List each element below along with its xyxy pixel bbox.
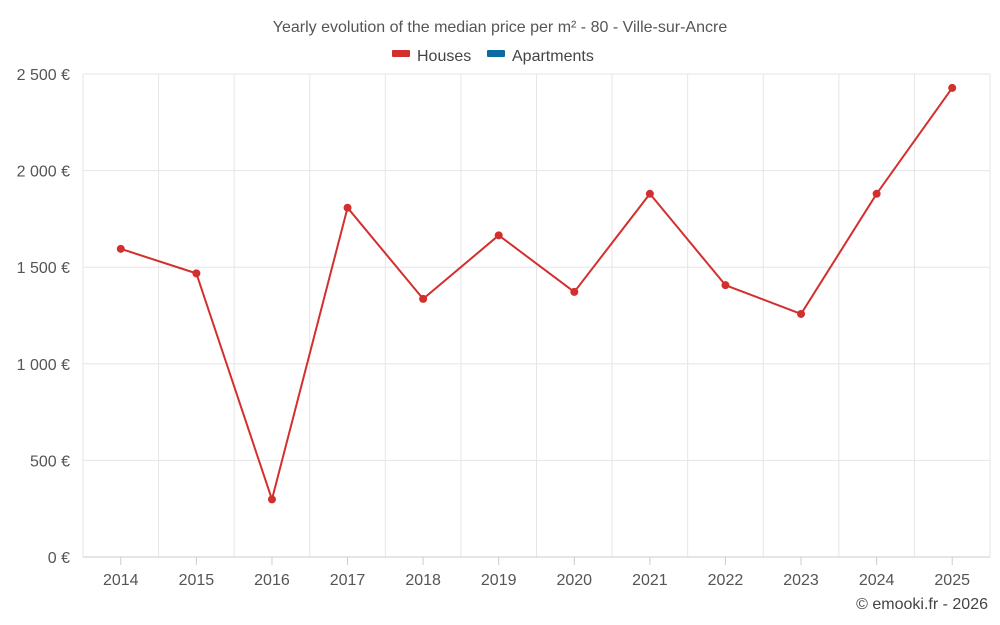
legend-swatch-houses — [392, 50, 410, 57]
y-tick-label: 1 000 € — [17, 357, 70, 374]
series — [116, 83, 957, 504]
data-point-houses-2014[interactable] — [116, 244, 125, 253]
data-point-houses-2020[interactable] — [570, 287, 579, 296]
x-tick-label: 2022 — [708, 572, 744, 589]
legend-item-apartments[interactable]: Apartments — [487, 48, 594, 65]
grid — [82, 73, 991, 557]
x-axis-ticks: 2014 2015 2016 2017 2018 2019 2020 2021 2022 2023… — [103, 557, 970, 589]
x-tick-label: 2017 — [330, 572, 366, 589]
y-tick-label: 0 € — [48, 550, 70, 567]
y-tick-label: 2 000 € — [17, 164, 70, 181]
x-tick-label: 2023 — [783, 572, 819, 589]
series-line-houses — [120, 87, 954, 501]
x-tick-label: 2024 — [859, 572, 895, 589]
y-axis-ticks: 0 € 500 € 1 000 € 1 500 € 2 000 € 2 500 € — [17, 67, 70, 567]
y-tick-label: 1 500 € — [17, 260, 70, 277]
x-tick-label: 2021 — [632, 572, 668, 589]
data-point-houses-2022[interactable] — [721, 281, 730, 290]
legend-label-houses: Houses — [417, 48, 471, 65]
x-tick-label: 2018 — [405, 572, 441, 589]
data-point-houses-2025[interactable] — [948, 83, 957, 92]
y-tick-label: 2 500 € — [17, 67, 70, 84]
data-point-houses-2018[interactable] — [419, 294, 428, 303]
legend: Houses Apartments — [392, 48, 594, 65]
chart-title: Yearly evolution of the median price per… — [273, 19, 728, 36]
data-point-houses-2017[interactable] — [343, 203, 352, 212]
x-tick-label: 2025 — [934, 572, 970, 589]
data-point-houses-2019[interactable] — [494, 231, 503, 240]
legend-swatch-apartments — [487, 50, 505, 57]
x-tick-label: 2014 — [103, 572, 139, 589]
data-point-houses-2024[interactable] — [872, 189, 881, 198]
x-tick-label: 2015 — [179, 572, 215, 589]
x-tick-label: 2020 — [556, 572, 592, 589]
data-point-houses-2015[interactable] — [192, 269, 201, 278]
x-tick-label: 2019 — [481, 572, 517, 589]
credit: © emooki.fr - 2026 — [856, 596, 988, 613]
y-tick-label: 500 € — [30, 453, 70, 470]
data-point-houses-2021[interactable] — [645, 189, 654, 198]
legend-label-apartments: Apartments — [512, 48, 594, 65]
data-point-houses-2016[interactable] — [267, 495, 276, 504]
legend-item-houses[interactable]: Houses — [392, 48, 471, 65]
x-tick-label: 2016 — [254, 572, 290, 589]
data-point-houses-2023[interactable] — [797, 309, 806, 318]
